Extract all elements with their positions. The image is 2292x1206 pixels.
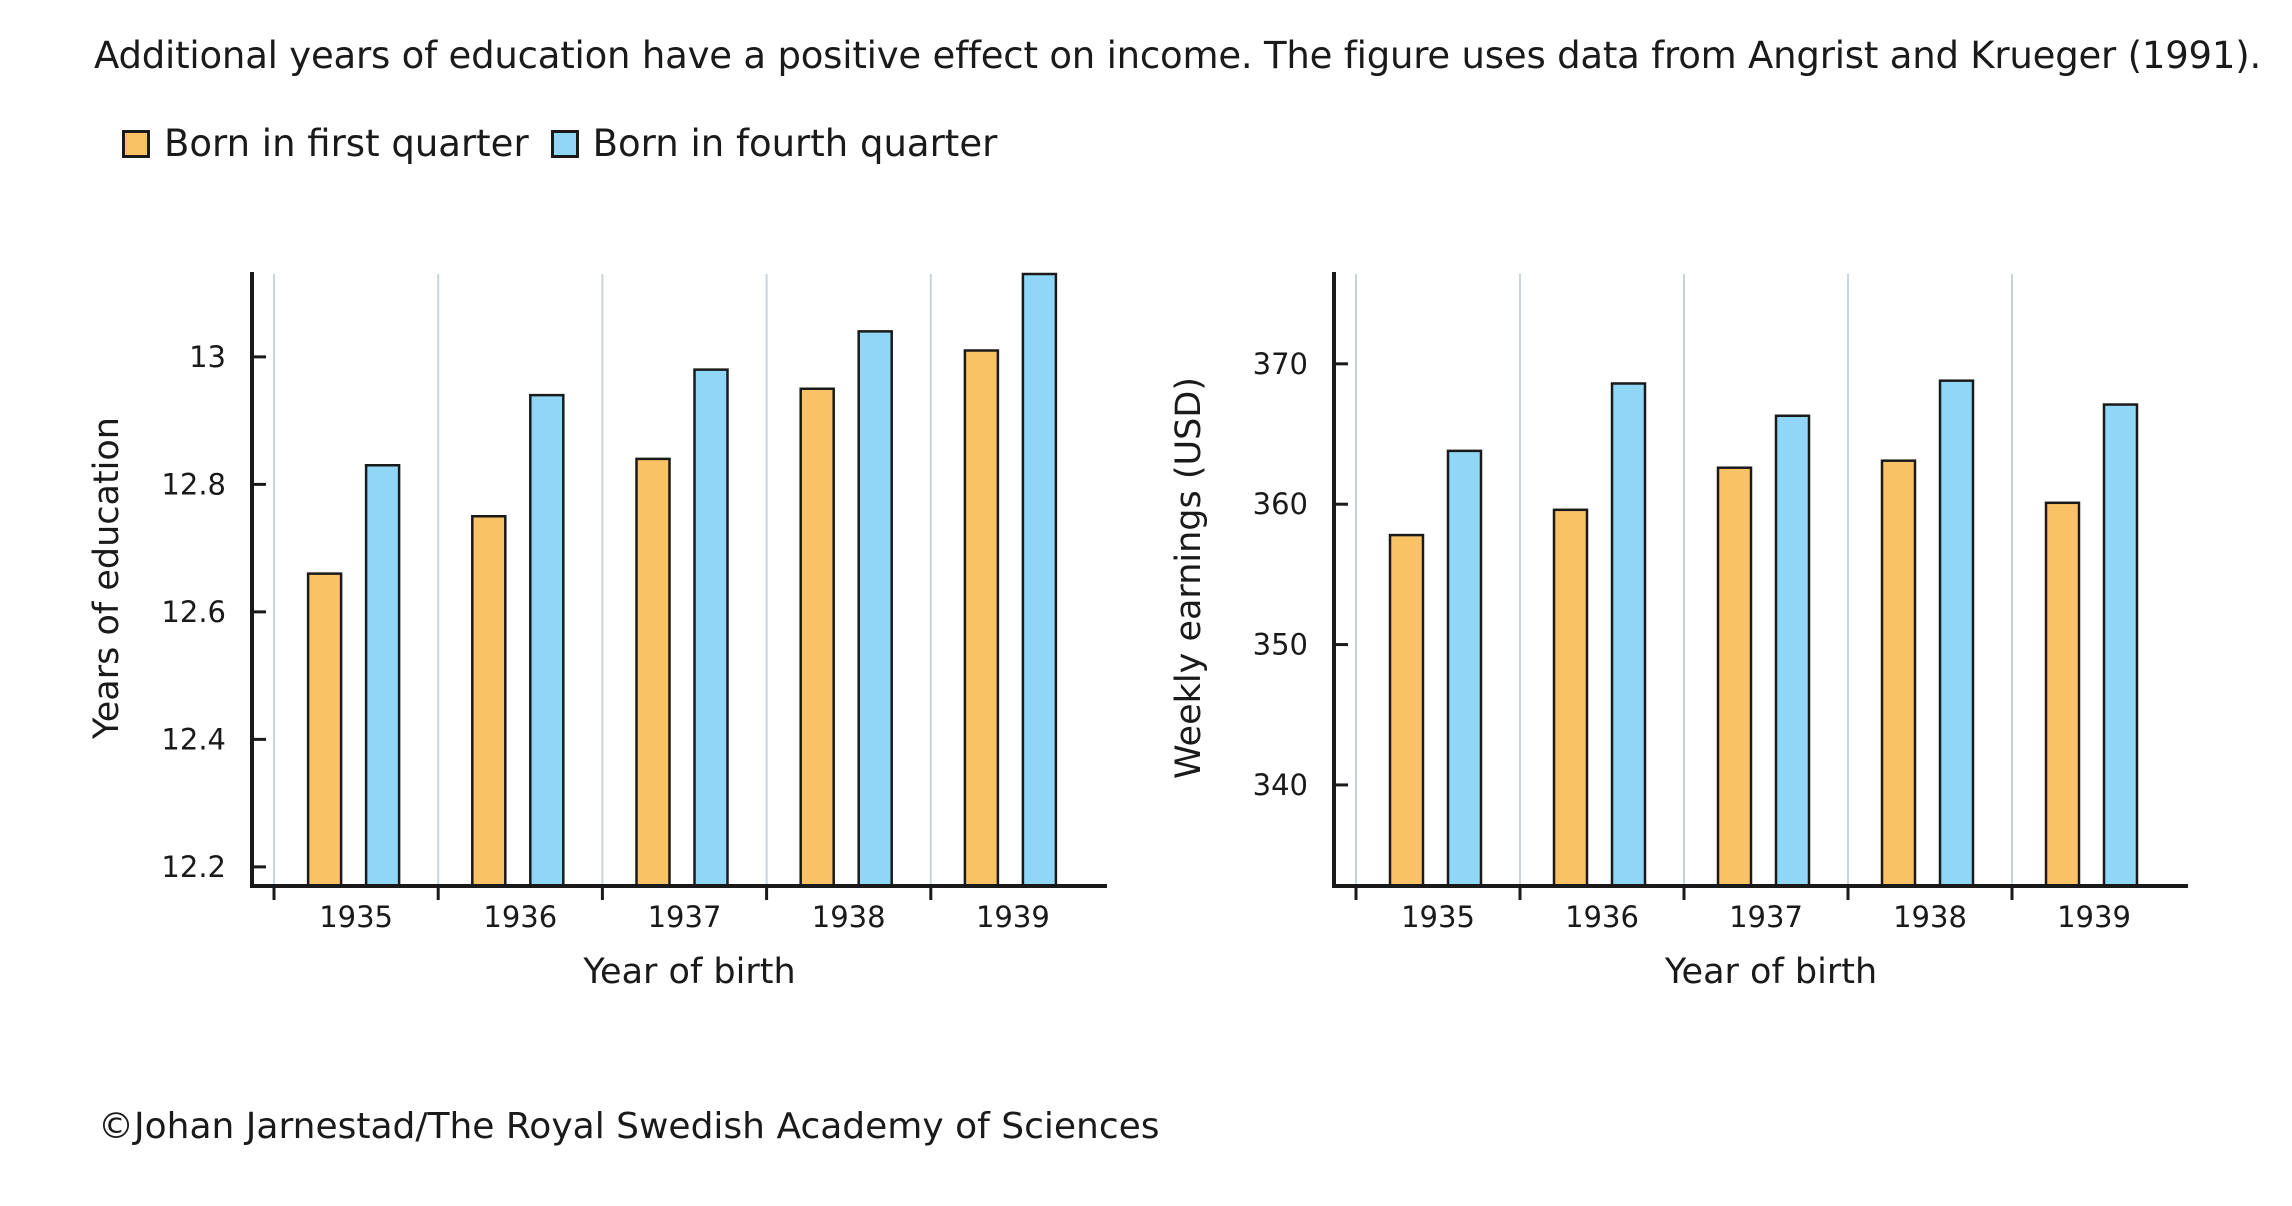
x-tick-label-1937: 1937 bbox=[1729, 900, 1803, 934]
bar-fourth-quarter-1935 bbox=[364, 464, 401, 888]
x-tick-label-1936: 1936 bbox=[483, 900, 557, 934]
bar-first-quarter-1939 bbox=[2044, 501, 2081, 888]
legend-item-fourth-quarter: Born in fourth quarter bbox=[550, 122, 998, 165]
y-tick-label: 340 bbox=[1253, 768, 1308, 802]
y-tick-label: 12.6 bbox=[161, 595, 226, 629]
legend-swatch-first-quarter bbox=[122, 129, 150, 158]
bar-first-quarter-1935 bbox=[306, 572, 343, 888]
bar-fourth-quarter-1937 bbox=[693, 368, 729, 888]
x-axis-title: Year of birth bbox=[1664, 952, 1877, 992]
legend-item-first-quarter: Born in first quarter bbox=[122, 122, 529, 165]
x-tick-label-1938: 1938 bbox=[812, 900, 886, 934]
x-tick-label-1936: 1936 bbox=[1565, 900, 1639, 934]
y-tick-label: 13 bbox=[189, 340, 226, 374]
bar-fourth-quarter-1936 bbox=[1610, 382, 1647, 888]
x-tick-label-1939: 1939 bbox=[976, 900, 1050, 934]
bar-first-quarter-1936 bbox=[1552, 508, 1589, 888]
bar-fourth-quarter-1937 bbox=[1774, 414, 1811, 888]
y-axis-title: Weekly earnings (USD) bbox=[1169, 377, 1209, 779]
bar-first-quarter-1937 bbox=[635, 457, 671, 888]
x-tick-label-1939: 1939 bbox=[2057, 900, 2131, 934]
bar-first-quarter-1938 bbox=[1880, 459, 1917, 888]
bar-first-quarter-1939 bbox=[963, 349, 1000, 888]
y-tick-label: 360 bbox=[1253, 487, 1308, 521]
y-tick-label: 12.2 bbox=[161, 850, 226, 884]
legend-label-fourth-quarter: Born in fourth quarter bbox=[592, 122, 998, 165]
y-tick-label: 370 bbox=[1253, 347, 1308, 381]
y-tick-label: 12.8 bbox=[161, 467, 226, 501]
y-axis-title: Years of education bbox=[87, 417, 127, 740]
credit-line: ©Johan Jarnestad/The Royal Swedish Acade… bbox=[98, 1106, 1160, 1147]
x-tick-label-1935: 1935 bbox=[319, 900, 393, 934]
y-tick-label: 350 bbox=[1253, 628, 1308, 662]
bar-first-quarter-1936 bbox=[471, 515, 507, 888]
bar-fourth-quarter-1936 bbox=[529, 393, 565, 888]
bar-fourth-quarter-1939 bbox=[2102, 403, 2139, 888]
legend: Born in first quarter Born in fourth qua… bbox=[122, 122, 1019, 165]
legend-swatch-fourth-quarter bbox=[550, 129, 579, 158]
bar-fourth-quarter-1938 bbox=[857, 330, 893, 888]
bar-fourth-quarter-1938 bbox=[1938, 379, 1975, 888]
y-tick-label: 12.4 bbox=[161, 722, 226, 756]
x-tick-label-1935: 1935 bbox=[1401, 900, 1475, 934]
bar-fourth-quarter-1935 bbox=[1446, 449, 1483, 888]
x-tick-label-1938: 1938 bbox=[1893, 900, 1967, 934]
x-tick-label-1937: 1937 bbox=[648, 900, 722, 934]
legend-label-first-quarter: Born in first quarter bbox=[164, 122, 529, 165]
bar-first-quarter-1938 bbox=[799, 387, 835, 888]
chart-education: 12.2 12.4 12.6 12.8 13 1935 1936 1937 1938 1939 Ye… bbox=[87, 272, 1107, 992]
bar-first-quarter-1935 bbox=[1388, 533, 1425, 888]
bar-fourth-quarter-1939 bbox=[1021, 272, 1058, 888]
x-axis-title: Year of birth bbox=[582, 952, 795, 992]
figure-caption: Additional years of education have a pos… bbox=[94, 34, 2262, 77]
chart-earnings: 340 350 360 370 1935 1936 1937 1938 1939 Year of … bbox=[1169, 272, 2188, 992]
bar-first-quarter-1937 bbox=[1716, 466, 1753, 888]
